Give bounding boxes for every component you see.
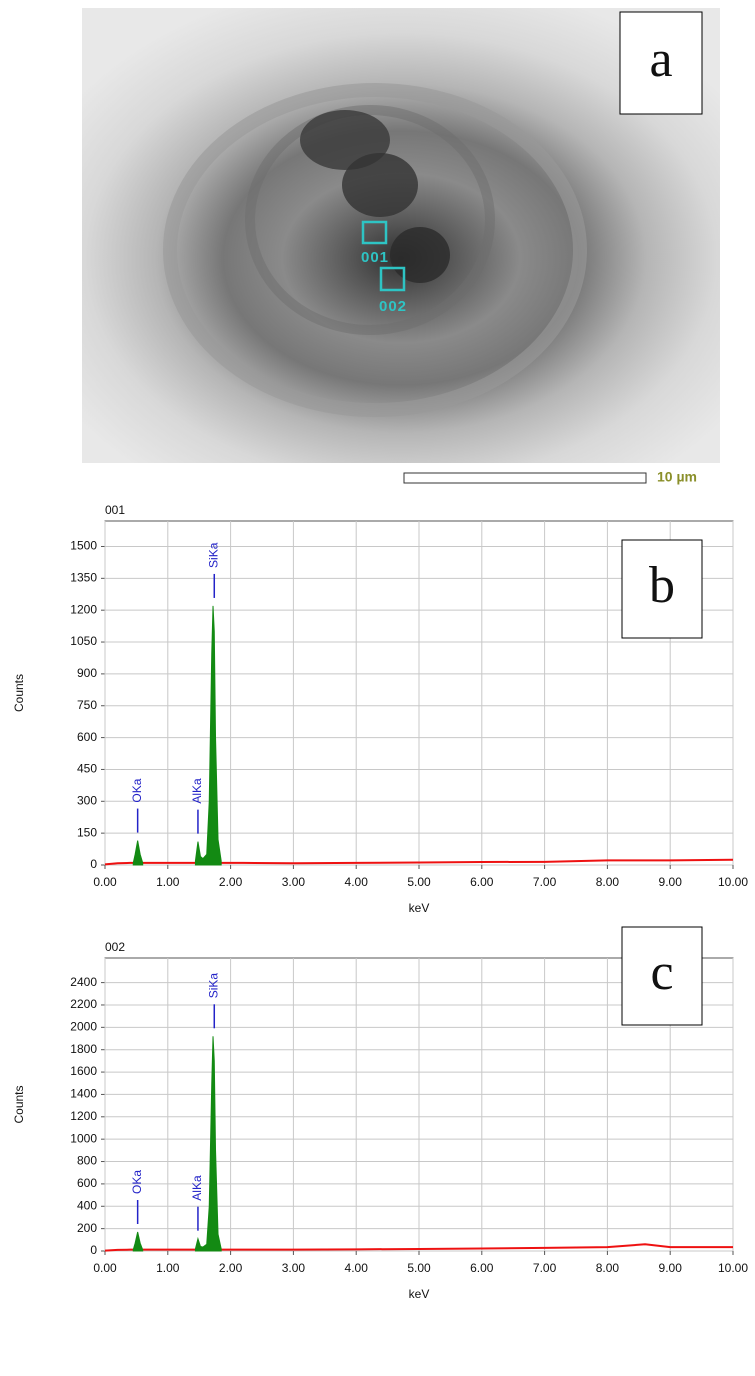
chart-title: 002 (105, 940, 125, 954)
x-tick-label: 9.00 (659, 1261, 683, 1275)
x-tick-label: 9.00 (659, 875, 683, 889)
peak-area (132, 1231, 144, 1252)
x-axis-label: keV (409, 901, 430, 915)
x-tick-label: 1.00 (156, 1261, 180, 1275)
y-tick-label: 1350 (70, 571, 97, 585)
x-tick-label: 8.00 (596, 875, 620, 889)
y-tick-label: 1600 (70, 1064, 97, 1078)
y-tick-label: 600 (77, 730, 97, 744)
y-tick-label: 1400 (70, 1087, 97, 1101)
y-tick-label: 1200 (70, 1109, 97, 1123)
y-tick-label: 2200 (70, 997, 97, 1011)
x-tick-label: 1.00 (156, 875, 180, 889)
peak-label: SiKa (206, 973, 220, 999)
panel-label-box (621, 926, 703, 1026)
x-tick-label: 2.00 (219, 1261, 243, 1275)
x-tick-label: 6.00 (470, 875, 494, 889)
y-axis-label: Counts (12, 674, 26, 712)
x-tick-label: 5.00 (407, 875, 431, 889)
peak-label: OKa (130, 1170, 144, 1194)
region-label: 001 (361, 249, 389, 266)
sem-image: 001 002 a 10 µm (82, 8, 720, 485)
sem-ring (163, 83, 587, 417)
y-tick-label: 900 (77, 666, 97, 680)
panel-label: b (649, 557, 675, 614)
peak-label: AlKa (190, 1175, 204, 1201)
y-tick-label: 400 (77, 1198, 97, 1212)
region-box (379, 266, 406, 292)
y-tick-label: 800 (77, 1154, 97, 1168)
y-tick-label: 300 (77, 793, 97, 807)
y-tick-label: 0 (90, 857, 97, 871)
peak-area (132, 840, 144, 866)
y-tick-label: 600 (77, 1176, 97, 1190)
y-tick-label: 200 (77, 1221, 97, 1235)
x-tick-label: 0.00 (93, 1261, 117, 1275)
panel-label-box (621, 539, 703, 639)
x-tick-label: 8.00 (596, 1261, 620, 1275)
panel-label: a (649, 31, 672, 88)
region-box (361, 220, 388, 245)
peak-area (194, 605, 222, 866)
x-tick-label: 4.00 (345, 1261, 369, 1275)
region-label: 002 (379, 298, 407, 315)
x-tick-label: 2.00 (219, 875, 243, 889)
panel-label: c (650, 944, 673, 1001)
sem-pore (390, 227, 450, 283)
y-tick-label: 1800 (70, 1042, 97, 1056)
x-tick-label: 0.00 (93, 875, 117, 889)
x-tick-label: 7.00 (533, 1261, 557, 1275)
y-axis-label: Counts (12, 1085, 26, 1123)
x-tick-label: 4.00 (345, 875, 369, 889)
x-axis-label: keV (409, 1287, 430, 1301)
x-tick-label: 3.00 (282, 1261, 306, 1275)
y-tick-label: 2400 (70, 975, 97, 989)
y-tick-label: 0 (90, 1243, 97, 1257)
sem-pore (342, 153, 418, 217)
y-tick-label: 750 (77, 698, 97, 712)
x-tick-label: 5.00 (407, 1261, 431, 1275)
panel-label-box (619, 11, 703, 115)
y-tick-label: 1000 (70, 1131, 97, 1145)
y-tick-label: 1050 (70, 634, 97, 648)
chart-title: 001 (105, 503, 125, 517)
x-tick-label: 10.00 (718, 1261, 748, 1275)
peak-label: OKa (130, 778, 144, 802)
scale-bar-label: 10 µm (657, 469, 697, 485)
scale-bar (403, 472, 647, 484)
x-tick-label: 7.00 (533, 875, 557, 889)
peak-label: AlKa (190, 778, 204, 804)
sem-ring (245, 105, 495, 335)
peak-label: SiKa (206, 542, 220, 568)
y-tick-label: 1500 (70, 539, 97, 553)
x-tick-label: 10.00 (718, 875, 748, 889)
peak-area (194, 1036, 222, 1252)
y-tick-label: 450 (77, 762, 97, 776)
y-tick-label: 2000 (70, 1020, 97, 1034)
y-tick-label: 1200 (70, 602, 97, 616)
y-tick-label: 150 (77, 825, 97, 839)
x-tick-label: 6.00 (470, 1261, 494, 1275)
x-tick-label: 3.00 (282, 875, 306, 889)
